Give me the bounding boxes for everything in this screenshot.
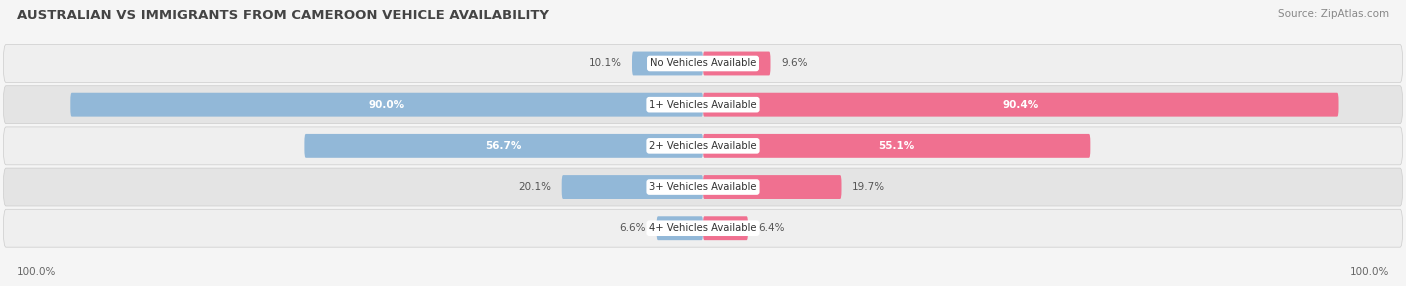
Text: 2+ Vehicles Available: 2+ Vehicles Available xyxy=(650,141,756,151)
FancyBboxPatch shape xyxy=(657,216,703,240)
Text: 100.0%: 100.0% xyxy=(17,267,56,277)
FancyBboxPatch shape xyxy=(703,93,1339,117)
FancyBboxPatch shape xyxy=(70,93,703,117)
FancyBboxPatch shape xyxy=(633,51,703,76)
FancyBboxPatch shape xyxy=(703,216,748,240)
Text: 55.1%: 55.1% xyxy=(879,141,915,151)
Text: 4+ Vehicles Available: 4+ Vehicles Available xyxy=(650,223,756,233)
Text: 6.4%: 6.4% xyxy=(759,223,785,233)
Text: 90.0%: 90.0% xyxy=(368,100,405,110)
FancyBboxPatch shape xyxy=(3,209,1403,247)
FancyBboxPatch shape xyxy=(3,168,1403,206)
FancyBboxPatch shape xyxy=(3,127,1403,165)
FancyBboxPatch shape xyxy=(304,134,703,158)
Text: No Vehicles Available: No Vehicles Available xyxy=(650,59,756,68)
FancyBboxPatch shape xyxy=(703,134,1091,158)
FancyBboxPatch shape xyxy=(703,51,770,76)
FancyBboxPatch shape xyxy=(562,175,703,199)
FancyBboxPatch shape xyxy=(3,45,1403,82)
Text: Source: ZipAtlas.com: Source: ZipAtlas.com xyxy=(1278,9,1389,19)
Text: 10.1%: 10.1% xyxy=(589,59,621,68)
Text: 9.6%: 9.6% xyxy=(782,59,807,68)
Text: 100.0%: 100.0% xyxy=(1350,267,1389,277)
Text: 3+ Vehicles Available: 3+ Vehicles Available xyxy=(650,182,756,192)
Text: 90.4%: 90.4% xyxy=(1002,100,1039,110)
FancyBboxPatch shape xyxy=(3,86,1403,124)
Text: AUSTRALIAN VS IMMIGRANTS FROM CAMEROON VEHICLE AVAILABILITY: AUSTRALIAN VS IMMIGRANTS FROM CAMEROON V… xyxy=(17,9,548,21)
Text: 20.1%: 20.1% xyxy=(519,182,551,192)
Text: 1+ Vehicles Available: 1+ Vehicles Available xyxy=(650,100,756,110)
Text: 6.6%: 6.6% xyxy=(620,223,647,233)
Text: 56.7%: 56.7% xyxy=(485,141,522,151)
Text: 19.7%: 19.7% xyxy=(852,182,886,192)
FancyBboxPatch shape xyxy=(703,175,841,199)
